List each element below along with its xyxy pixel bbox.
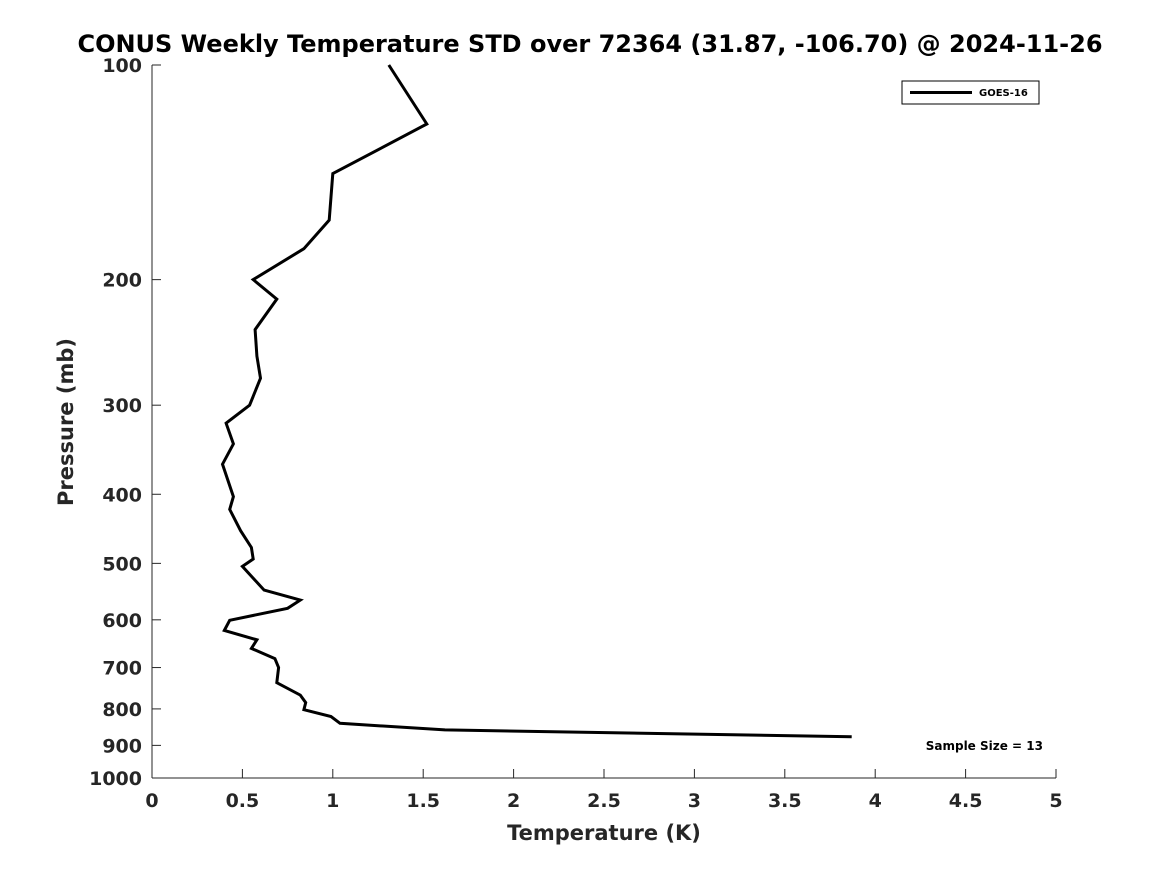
x-tick-label: 4.5 (949, 790, 983, 812)
y-tick-label: 600 (102, 610, 142, 632)
y-tick-label: 700 (102, 658, 142, 680)
x-axis-label: Temperature (K) (507, 821, 701, 845)
chart-title: CONUS Weekly Temperature STD over 72364 … (77, 30, 1102, 58)
x-tick-label: 0 (145, 790, 158, 812)
x-tick-label: 3.5 (768, 790, 802, 812)
x-tick-label: 2 (507, 790, 520, 812)
y-axis-label: Pressure (mb) (54, 338, 78, 506)
y-tick-label: 200 (102, 270, 142, 292)
legend-entry-goes-16: GOES-16 (979, 88, 1028, 99)
series-layer (220, 64, 852, 739)
sample-size-annotation: Sample Size = 13 (926, 739, 1043, 753)
legend: GOES-16 (901, 80, 1040, 105)
x-tick-label: 5 (1049, 790, 1062, 812)
x-tick-label: 4 (869, 790, 882, 812)
x-tick-label: 3 (688, 790, 701, 812)
x-tick-label: 1 (326, 790, 339, 812)
y-tick-label: 100 (102, 55, 142, 77)
x-tick-label: 1.5 (406, 790, 440, 812)
x-axis-ticks: 0 0.5 1 1.5 2 2.5 3 3.5 4 4.5 5 (145, 769, 1063, 812)
y-tick-label: 500 (102, 553, 142, 575)
y-tick-label: 400 (102, 484, 142, 506)
y-tick-label: 300 (102, 395, 142, 417)
series-line-goes-16 (220, 64, 852, 739)
y-tick-label: 1000 (89, 768, 142, 790)
x-tick-label: 2.5 (587, 790, 621, 812)
y-tick-label: 900 (102, 735, 142, 757)
x-tick-label: 0.5 (226, 790, 260, 812)
y-tick-label: 800 (102, 699, 142, 721)
plot-area (152, 65, 1056, 778)
y-axis-ticks: 100 200 300 400 500 600 700 800 900 1000 (89, 55, 161, 790)
